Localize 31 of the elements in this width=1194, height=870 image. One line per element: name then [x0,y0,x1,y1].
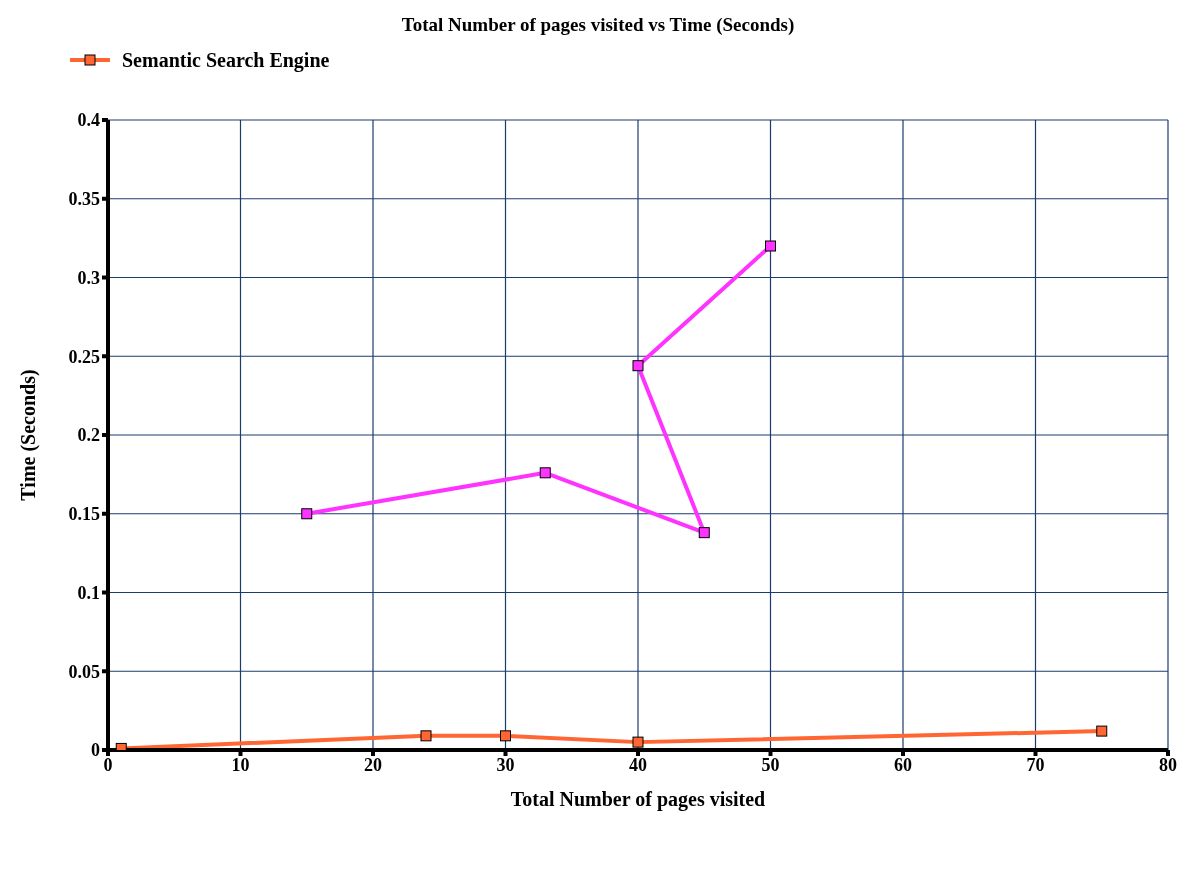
y-tick-label: 0.05 [68,661,100,682]
point [632,360,644,372]
y-tick-label: 0.25 [68,346,100,367]
point [539,467,551,479]
y-tick-label: 0.15 [68,504,100,525]
y-tick-label: 0.1 [77,582,100,603]
y-tick-label: 0.35 [68,189,100,210]
x-tick-label: 0 [103,754,113,775]
point [1096,725,1108,737]
x-tick-label: 40 [629,754,647,775]
x-tick-label: 80 [1159,754,1177,775]
y-tick-label: 0.3 [77,267,100,288]
y-axis-title: Time (Seconds) [17,369,41,501]
legend-label: Semantic Search Engine [122,48,330,72]
point [420,730,432,742]
x-tick-label: 10 [231,754,250,775]
chart-title: Total Number of pages visited vs Time (Seconds) [400,13,796,37]
y-tick-label: 0.4 [77,110,100,131]
point [698,527,710,539]
point [632,736,644,748]
x-tick-label: 20 [364,754,382,775]
x-tick-label: 70 [1026,754,1045,775]
x-tick-label: 30 [496,754,515,775]
y-tick-label: 0.2 [77,425,100,446]
x-axis-title: Total Number of pages visited [510,788,766,811]
point [500,730,511,742]
y-tick-label: 0 [91,740,100,761]
point [301,508,313,520]
x-tick-label: 50 [761,754,780,775]
point [765,240,776,252]
x-tick-label: 60 [894,754,912,775]
